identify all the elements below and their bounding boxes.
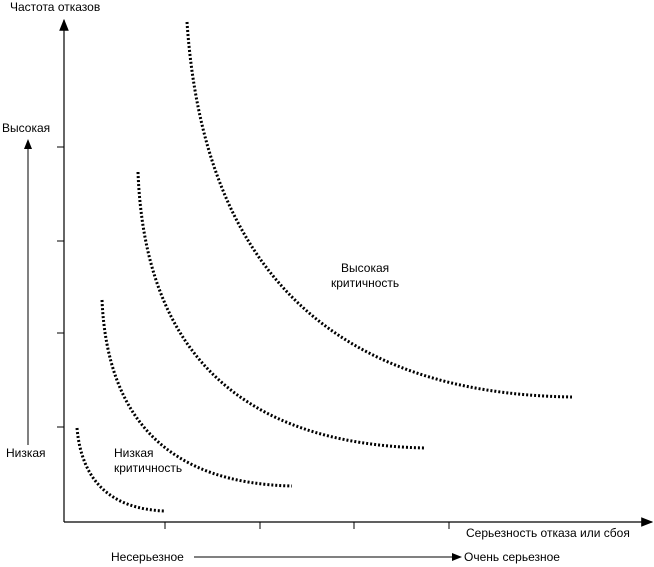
x-axis-title: Серьезность отказа или сбоя xyxy=(466,526,630,540)
y-axis-ticks xyxy=(57,146,64,428)
criticality-curve-2 xyxy=(100,299,293,488)
x-high-label: Очень серьезное xyxy=(464,550,560,564)
y-low-label: Низкая xyxy=(6,446,46,460)
high-criticality-label: Высокая критичность xyxy=(331,261,399,291)
low-criticality-line2: критичность xyxy=(114,461,183,475)
y-high-label: Высокая xyxy=(2,121,51,135)
y-axis-title: Частота отказов xyxy=(10,0,101,14)
low-criticality-line1: Низкая xyxy=(114,446,154,460)
low-criticality-label: Низкая критичность xyxy=(114,446,182,476)
x-low-label: Несерьезное xyxy=(111,550,184,564)
x-axis-ticks xyxy=(164,522,450,529)
criticality-curve-3 xyxy=(136,171,426,450)
high-criticality-line1: Высокая xyxy=(341,261,390,275)
criticality-curve-4 xyxy=(185,21,573,399)
criticality-curve-1 xyxy=(75,427,166,513)
high-criticality-line2: критичность xyxy=(331,276,400,290)
